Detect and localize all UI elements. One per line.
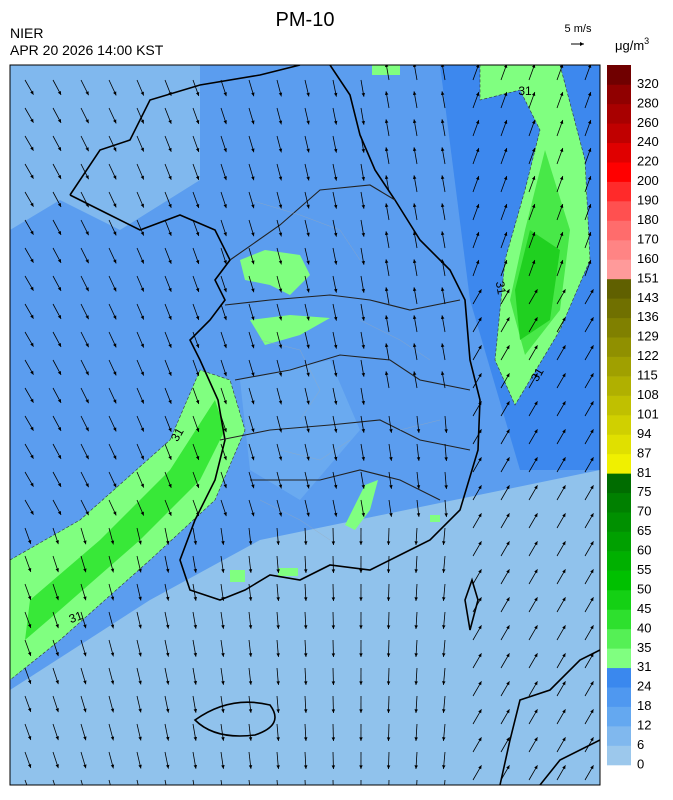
- colorbar-segment: [607, 726, 631, 746]
- colorbar-label: 0: [637, 756, 644, 771]
- colorbar-label: 45: [637, 601, 651, 616]
- colorbar-label: 65: [637, 523, 651, 538]
- colorbar-label: 160: [637, 251, 659, 266]
- colorbar-label: 35: [637, 640, 651, 655]
- colorbar-segment: [607, 221, 631, 241]
- colorbar-segment: [607, 357, 631, 377]
- colorbar-label: 55: [637, 562, 651, 577]
- colorbar-label: 75: [637, 484, 651, 499]
- colorbar-segment: [607, 668, 631, 688]
- colorbar-segment: [607, 590, 631, 610]
- colorbar-label: 200: [637, 173, 659, 188]
- colorbar-label: 143: [637, 290, 659, 305]
- colorbar-label: 136: [637, 309, 659, 324]
- colorbar-label: 320: [637, 76, 659, 91]
- colorbar-label: 129: [637, 329, 659, 344]
- colorbar-label: 151: [637, 270, 659, 285]
- colorbar: 0 6 12 18 24 31 35 40 45 50 55 60 65 70 75 81 87 94 101 108…: [607, 65, 659, 771]
- colorbar-segment: [607, 629, 631, 649]
- colorbar-segment: [607, 473, 631, 493]
- colorbar-segment: [607, 376, 631, 396]
- unit-base: μg/m: [615, 38, 644, 53]
- colorbar-segment: [607, 648, 631, 668]
- wind-arrow: [388, 780, 389, 795]
- colorbar-label: 87: [637, 445, 651, 460]
- colorbar-label: 260: [637, 115, 659, 130]
- colorbar-segment: [607, 162, 631, 182]
- unit-label: μg/m3: [615, 36, 649, 53]
- colorbar-label: 122: [637, 348, 659, 363]
- colorbar-label: 24: [637, 679, 651, 694]
- map-field: [10, 63, 600, 795]
- title: PM-10: [276, 9, 335, 31]
- colorbar-label: 31: [637, 659, 651, 674]
- wind-scale-label: 5 m/s: [565, 23, 592, 35]
- contour-label: 31: [518, 84, 532, 98]
- colorbar-segment: [607, 512, 631, 532]
- colorbar-segment: [607, 571, 631, 591]
- wind-scale-arrow: [571, 42, 584, 46]
- datetime: APR 20 2026 14:00 KST: [10, 42, 164, 58]
- colorbar-segment: [607, 318, 631, 338]
- colorbar-label: 6: [637, 737, 644, 752]
- colorbar-segment: [607, 434, 631, 454]
- colorbar-segment: [607, 493, 631, 513]
- colorbar-segment: [607, 415, 631, 435]
- colorbar-segment: [607, 609, 631, 629]
- colorbar-segment: [607, 182, 631, 202]
- colorbar-segment: [607, 259, 631, 279]
- colorbar-segment: [607, 337, 631, 357]
- colorbar-label: 12: [637, 718, 651, 733]
- colorbar-segment: [607, 240, 631, 260]
- colorbar-label: 60: [637, 543, 651, 558]
- colorbar-label: 101: [637, 406, 659, 421]
- colorbar-label: 81: [637, 465, 651, 480]
- colorbar-segment: [607, 707, 631, 727]
- colorbar-segment: [607, 84, 631, 104]
- colorbar-segment: [607, 454, 631, 474]
- agency: NIER: [10, 25, 43, 41]
- colorbar-label: 115: [637, 368, 658, 383]
- colorbar-label: 280: [637, 95, 659, 110]
- colorbar-segment: [607, 532, 631, 552]
- contour-label: 31: [493, 280, 509, 296]
- colorbar-label: 170: [637, 231, 659, 246]
- colorbar-segment: [607, 123, 631, 143]
- colorbar-label: 94: [637, 426, 651, 441]
- colorbar-label: 180: [637, 212, 659, 227]
- colorbar-label: 240: [637, 134, 659, 149]
- colorbar-segment: [607, 687, 631, 707]
- colorbar-segment: [607, 551, 631, 571]
- unit-exponent: 3: [644, 36, 649, 46]
- colorbar-label: 18: [637, 698, 651, 713]
- colorbar-label: 50: [637, 581, 651, 596]
- colorbar-segment: [607, 201, 631, 221]
- colorbar-label: 108: [637, 387, 659, 402]
- colorbar-segment: [607, 298, 631, 318]
- colorbar-label: 190: [637, 193, 659, 208]
- colorbar-label: 70: [637, 504, 651, 519]
- colorbar-segment: [607, 396, 631, 416]
- colorbar-segment: [607, 104, 631, 124]
- colorbar-segment: [607, 746, 631, 766]
- colorbar-segment: [607, 279, 631, 299]
- colorbar-segment: [607, 65, 631, 85]
- colorbar-label: 220: [637, 154, 659, 169]
- colorbar-segment: [607, 143, 631, 163]
- colorbar-label: 40: [637, 620, 651, 635]
